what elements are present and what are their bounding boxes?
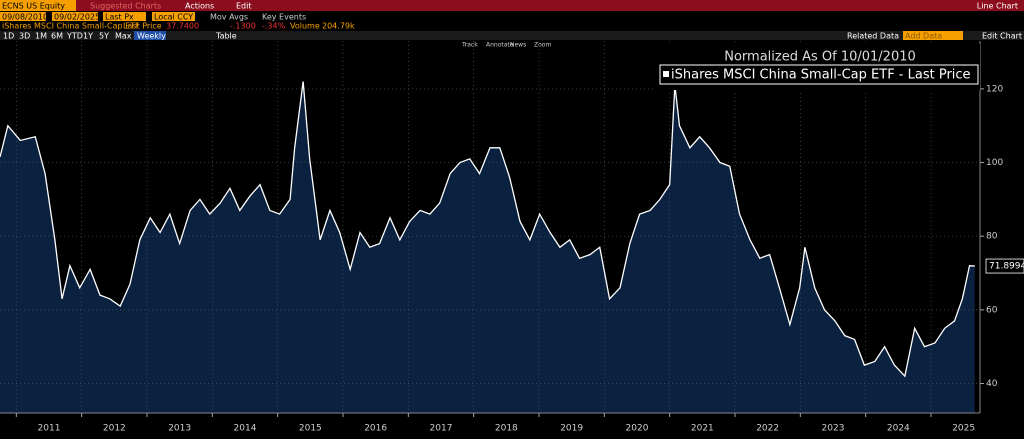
period-button[interactable]: 5Y — [99, 32, 109, 41]
x-tick-label: 2013 — [168, 424, 191, 434]
x-tick-label: 2020 — [626, 424, 649, 434]
tool-button[interactable]: Annotate — [486, 42, 514, 49]
period-button[interactable]: YTD — [66, 32, 83, 41]
volume: 204.79k — [322, 22, 355, 31]
tool-button[interactable]: Zoom — [534, 42, 551, 49]
last-value-label: 71.8994 — [989, 262, 1024, 272]
add-data[interactable]: Add Data — [905, 32, 942, 41]
mov-avgs[interactable]: Mov Avgs — [210, 13, 248, 22]
add-box[interactable] — [903, 31, 963, 40]
period-buttons: 1D 3D 1M 6M YTD 1Y 5Y Max — [3, 32, 132, 41]
period-button[interactable]: 1Y — [83, 32, 93, 41]
x-tick-label: 2017 — [430, 424, 453, 434]
toolbar — [0, 31, 1024, 40]
y-tick-label: 80 — [986, 232, 998, 242]
x-tick-label: 2014 — [234, 424, 257, 434]
related-data[interactable]: Related Data — [847, 32, 899, 41]
period-button[interactable]: 6M — [51, 32, 63, 41]
period-button[interactable]: 3D — [19, 32, 30, 41]
freq-box[interactable] — [134, 31, 166, 40]
change: -.1300 — [230, 22, 256, 31]
y-tick-label: 120 — [986, 84, 1003, 94]
end-date[interactable]: 09/02/2025 — [54, 13, 100, 22]
last-label: Last Price — [123, 22, 162, 31]
tool-button[interactable]: News — [510, 42, 526, 49]
price-line — [0, 81, 975, 378]
x-tick-label: 2016 — [364, 424, 387, 434]
end-field[interactable] — [52, 12, 98, 21]
x-tick-label: 2025 — [952, 424, 975, 434]
x-tick-label: 2021 — [691, 424, 714, 434]
x-tick-label: 2011 — [38, 424, 61, 434]
legend-frame — [659, 64, 979, 85]
y-tick-label: 60 — [986, 305, 998, 315]
x-tick-label: 2012 — [103, 424, 126, 434]
chart: 40 60 80 100 120 2011 2012 2013 2014 2015 2016 2017… — [0, 41, 1024, 439]
start-date[interactable]: 09/08/2010 — [2, 13, 48, 22]
area-fill — [0, 81, 975, 413]
x-tick-label: 2015 — [299, 424, 322, 434]
field-box[interactable] — [103, 12, 146, 21]
suggested[interactable]: Suggested Charts — [90, 2, 161, 11]
last-price: 37.7400 — [166, 22, 199, 31]
currency[interactable]: Local CCY — [154, 13, 193, 22]
change-pct: -.34% — [262, 22, 286, 31]
y-tick-label: 40 — [986, 379, 998, 389]
period-button[interactable]: 1M — [35, 32, 47, 41]
legend — [655, 44, 980, 90]
x-tick-label: 2024 — [887, 424, 910, 434]
legend-swatch — [663, 71, 669, 77]
key-events[interactable]: Key Events — [262, 13, 306, 22]
tool-button[interactable]: Track — [461, 42, 478, 49]
start-field[interactable] — [0, 12, 46, 21]
title-bar — [0, 0, 1024, 11]
x-tick-label: 2022 — [756, 424, 779, 434]
ccy-box[interactable] — [152, 12, 195, 21]
field[interactable]: Last Px — [105, 13, 134, 22]
last-value-box — [985, 258, 1024, 274]
actions[interactable]: Actions — [185, 2, 214, 11]
ticker[interactable]: ECNS US Equity — [2, 2, 65, 11]
chart-type: Line Chart — [977, 2, 1018, 11]
edit[interactable]: Edit — [236, 2, 252, 11]
period-button[interactable]: 1D — [3, 32, 14, 41]
chart-title: Normalized As Of 10/01/2010 — [724, 50, 916, 65]
y-tick-label: 100 — [986, 158, 1003, 168]
x-tick-label: 2019 — [560, 424, 583, 434]
ticker-box[interactable] — [0, 0, 76, 11]
x-tick-label: 2018 — [495, 424, 518, 434]
security-name: iShares MSCI China Small-Cap ETF — [2, 22, 140, 31]
volume-label: Volume — [290, 22, 320, 31]
edit-chart[interactable]: Edit Chart — [982, 32, 1022, 41]
legend-label: iShares MSCI China Small-Cap ETF - Last … — [671, 68, 971, 83]
period-button[interactable]: Max — [115, 32, 132, 41]
x-tick-label: 2023 — [822, 424, 845, 434]
frequency[interactable]: Weekly — [137, 32, 166, 41]
table[interactable]: Table — [215, 32, 237, 41]
x-axis-band — [0, 413, 1024, 439]
